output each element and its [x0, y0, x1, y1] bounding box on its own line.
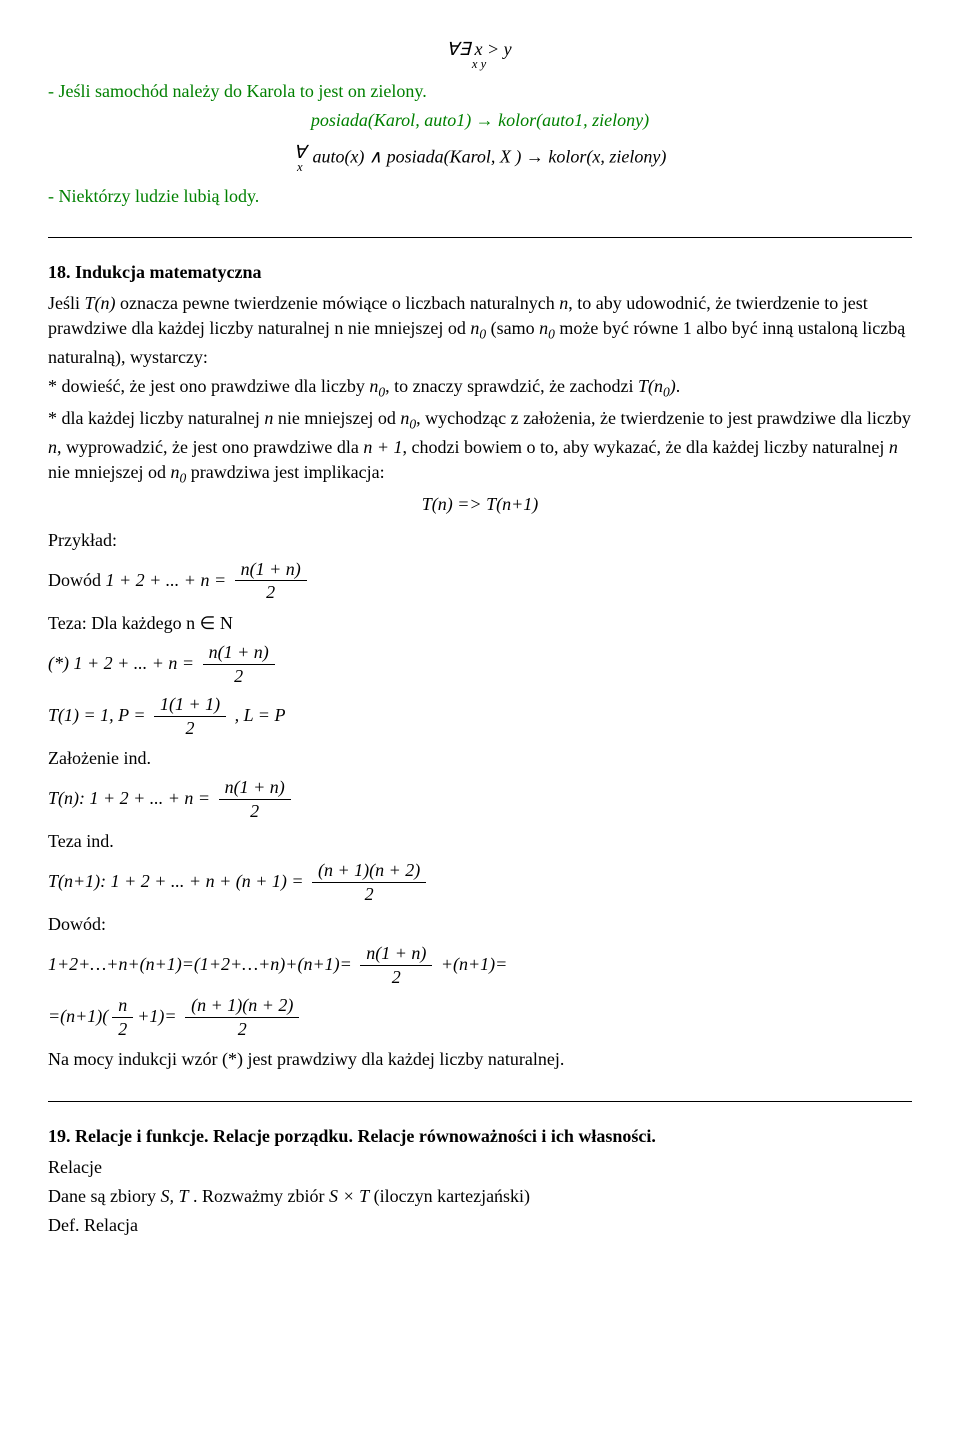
- t1-suffix: , L = P: [235, 705, 286, 725]
- przyklad-label: Przykład:: [48, 528, 912, 553]
- star-lhs: (*) 1 + 2 + ... + n =: [48, 653, 194, 673]
- def-relacja-label: Def. Relacja: [48, 1213, 912, 1238]
- frac-den: 2: [203, 665, 275, 688]
- frac-den: 2: [219, 800, 291, 823]
- dowod-eq2-mid: +1)=: [137, 1007, 176, 1027]
- frac-den: 2: [360, 966, 432, 989]
- dowod-step1: 1+2+…+n+(n+1)=(1+2+…+n)+(n+1)= n(1 + n) …: [48, 943, 912, 989]
- top-formula-main: ∀∃ x > y: [446, 40, 511, 58]
- star-formula: (*) 1 + 2 + ... + n = n(1 + n) 2: [48, 642, 912, 688]
- lody-sentence: - Niektórzy ludzie lubią lody.: [48, 184, 912, 209]
- dowod-eq1-tail: +(n+1)=: [441, 955, 507, 975]
- frac-den: 2: [185, 1018, 299, 1041]
- implication-formula: T(n) => T(n+1): [48, 492, 912, 517]
- posiada-formula: posiada(Karol, auto1) → kolor(auto1, zie…: [48, 108, 912, 133]
- dowod-step2: =(n+1)( n 2 +1)= (n + 1)(n + 2) 2: [48, 995, 912, 1041]
- car-sentence: - Jeśli samochód należy do Karola to jes…: [48, 79, 912, 104]
- frac-den: 2: [312, 883, 426, 906]
- frac-den: 2: [235, 581, 307, 604]
- induction-bullet-2: * dla każdej liczby naturalnej n nie mni…: [48, 406, 912, 488]
- frac-num: n: [112, 995, 133, 1018]
- conclusion-line: Na mocy indukcji wzór (*) jest prawdziwy…: [48, 1047, 912, 1072]
- frac-num: n(1 + n): [203, 642, 275, 665]
- dowod-sum-formula: Dowód 1 + 2 + ... + n = n(1 + n) 2: [48, 559, 912, 605]
- tn1-prefix: T(n+1): 1 + 2 + ... + n + (n + 1) =: [48, 871, 304, 891]
- dane-line: Dane są zbiory S, T . Rozważmy zbiór S ×…: [48, 1184, 912, 1209]
- frac-den: 2: [154, 717, 226, 740]
- top-quantifier-formula: ∀∃ x > y x y: [48, 40, 912, 71]
- dane-mid: . Rozważmy zbiór: [188, 1186, 328, 1206]
- zalozenie-ind-label: Założenie ind.: [48, 746, 912, 771]
- tn1-line: T(n+1): 1 + 2 + ... + n + (n + 1) = (n +…: [48, 860, 912, 906]
- dowod-label-2: Dowód:: [48, 912, 912, 937]
- induction-intro-text: Jeśli T(n) oznacza pewne twierdzenie mów…: [48, 291, 912, 370]
- relacje-label: Relacje: [48, 1155, 912, 1180]
- dane-product: S × T: [329, 1186, 369, 1206]
- dowod-label: Dowód: [48, 570, 101, 590]
- dane-post: (iloczyn kartezjański): [369, 1186, 530, 1206]
- frac-den: 2: [112, 1018, 133, 1041]
- induction-bullet-1: * dowieść, że jest ono prawdziwe dla lic…: [48, 374, 912, 402]
- teza-ind-label: Teza ind.: [48, 829, 912, 854]
- section-19-title: 19. Relacje i funkcje. Relacje porządku.…: [48, 1124, 912, 1149]
- top-formula-subscript: x y: [446, 58, 511, 71]
- frac-num: (n + 1)(n + 2): [185, 995, 299, 1018]
- teza-line: Teza: Dla każdego n ∈ N: [48, 611, 912, 636]
- t1-line: T(1) = 1, P = 1(1 + 1) 2 , L = P: [48, 694, 912, 740]
- formal-quant: ∀: [294, 143, 306, 161]
- dowod-eq2-pre: =(n+1)(: [48, 1007, 108, 1027]
- frac-num: n(1 + n): [235, 559, 307, 582]
- sum-lhs: 1 + 2 + ... + n =: [106, 570, 227, 590]
- frac-num: 1(1 + 1): [154, 694, 226, 717]
- dowod-eq1-lhs: 1+2+…+n+(n+1)=(1+2+…+n)+(n+1)=: [48, 955, 352, 975]
- divider-2: [48, 1101, 912, 1102]
- section-18-title: 18. Indukcja matematyczna: [48, 260, 912, 285]
- frac-num: n(1 + n): [219, 777, 291, 800]
- t1-prefix: T(1) = 1, P =: [48, 705, 145, 725]
- tn-line: T(n): 1 + 2 + ... + n = n(1 + n) 2: [48, 777, 912, 823]
- formal-quant-sub: x: [294, 161, 306, 174]
- frac-num: (n + 1)(n + 2): [312, 860, 426, 883]
- dane-sets: S, T: [160, 1186, 188, 1206]
- dane-pre: Dane są zbiory: [48, 1186, 160, 1206]
- formal-body: auto(x) ∧ posiada(Karol, X ) → kolor(x, …: [312, 146, 666, 166]
- divider-1: [48, 237, 912, 238]
- tn-prefix: T(n): 1 + 2 + ... + n =: [48, 788, 210, 808]
- frac-num: n(1 + n): [360, 943, 432, 966]
- formal-posiada-formula: ∀ x auto(x) ∧ posiada(Karol, X ) → kolor…: [48, 143, 912, 174]
